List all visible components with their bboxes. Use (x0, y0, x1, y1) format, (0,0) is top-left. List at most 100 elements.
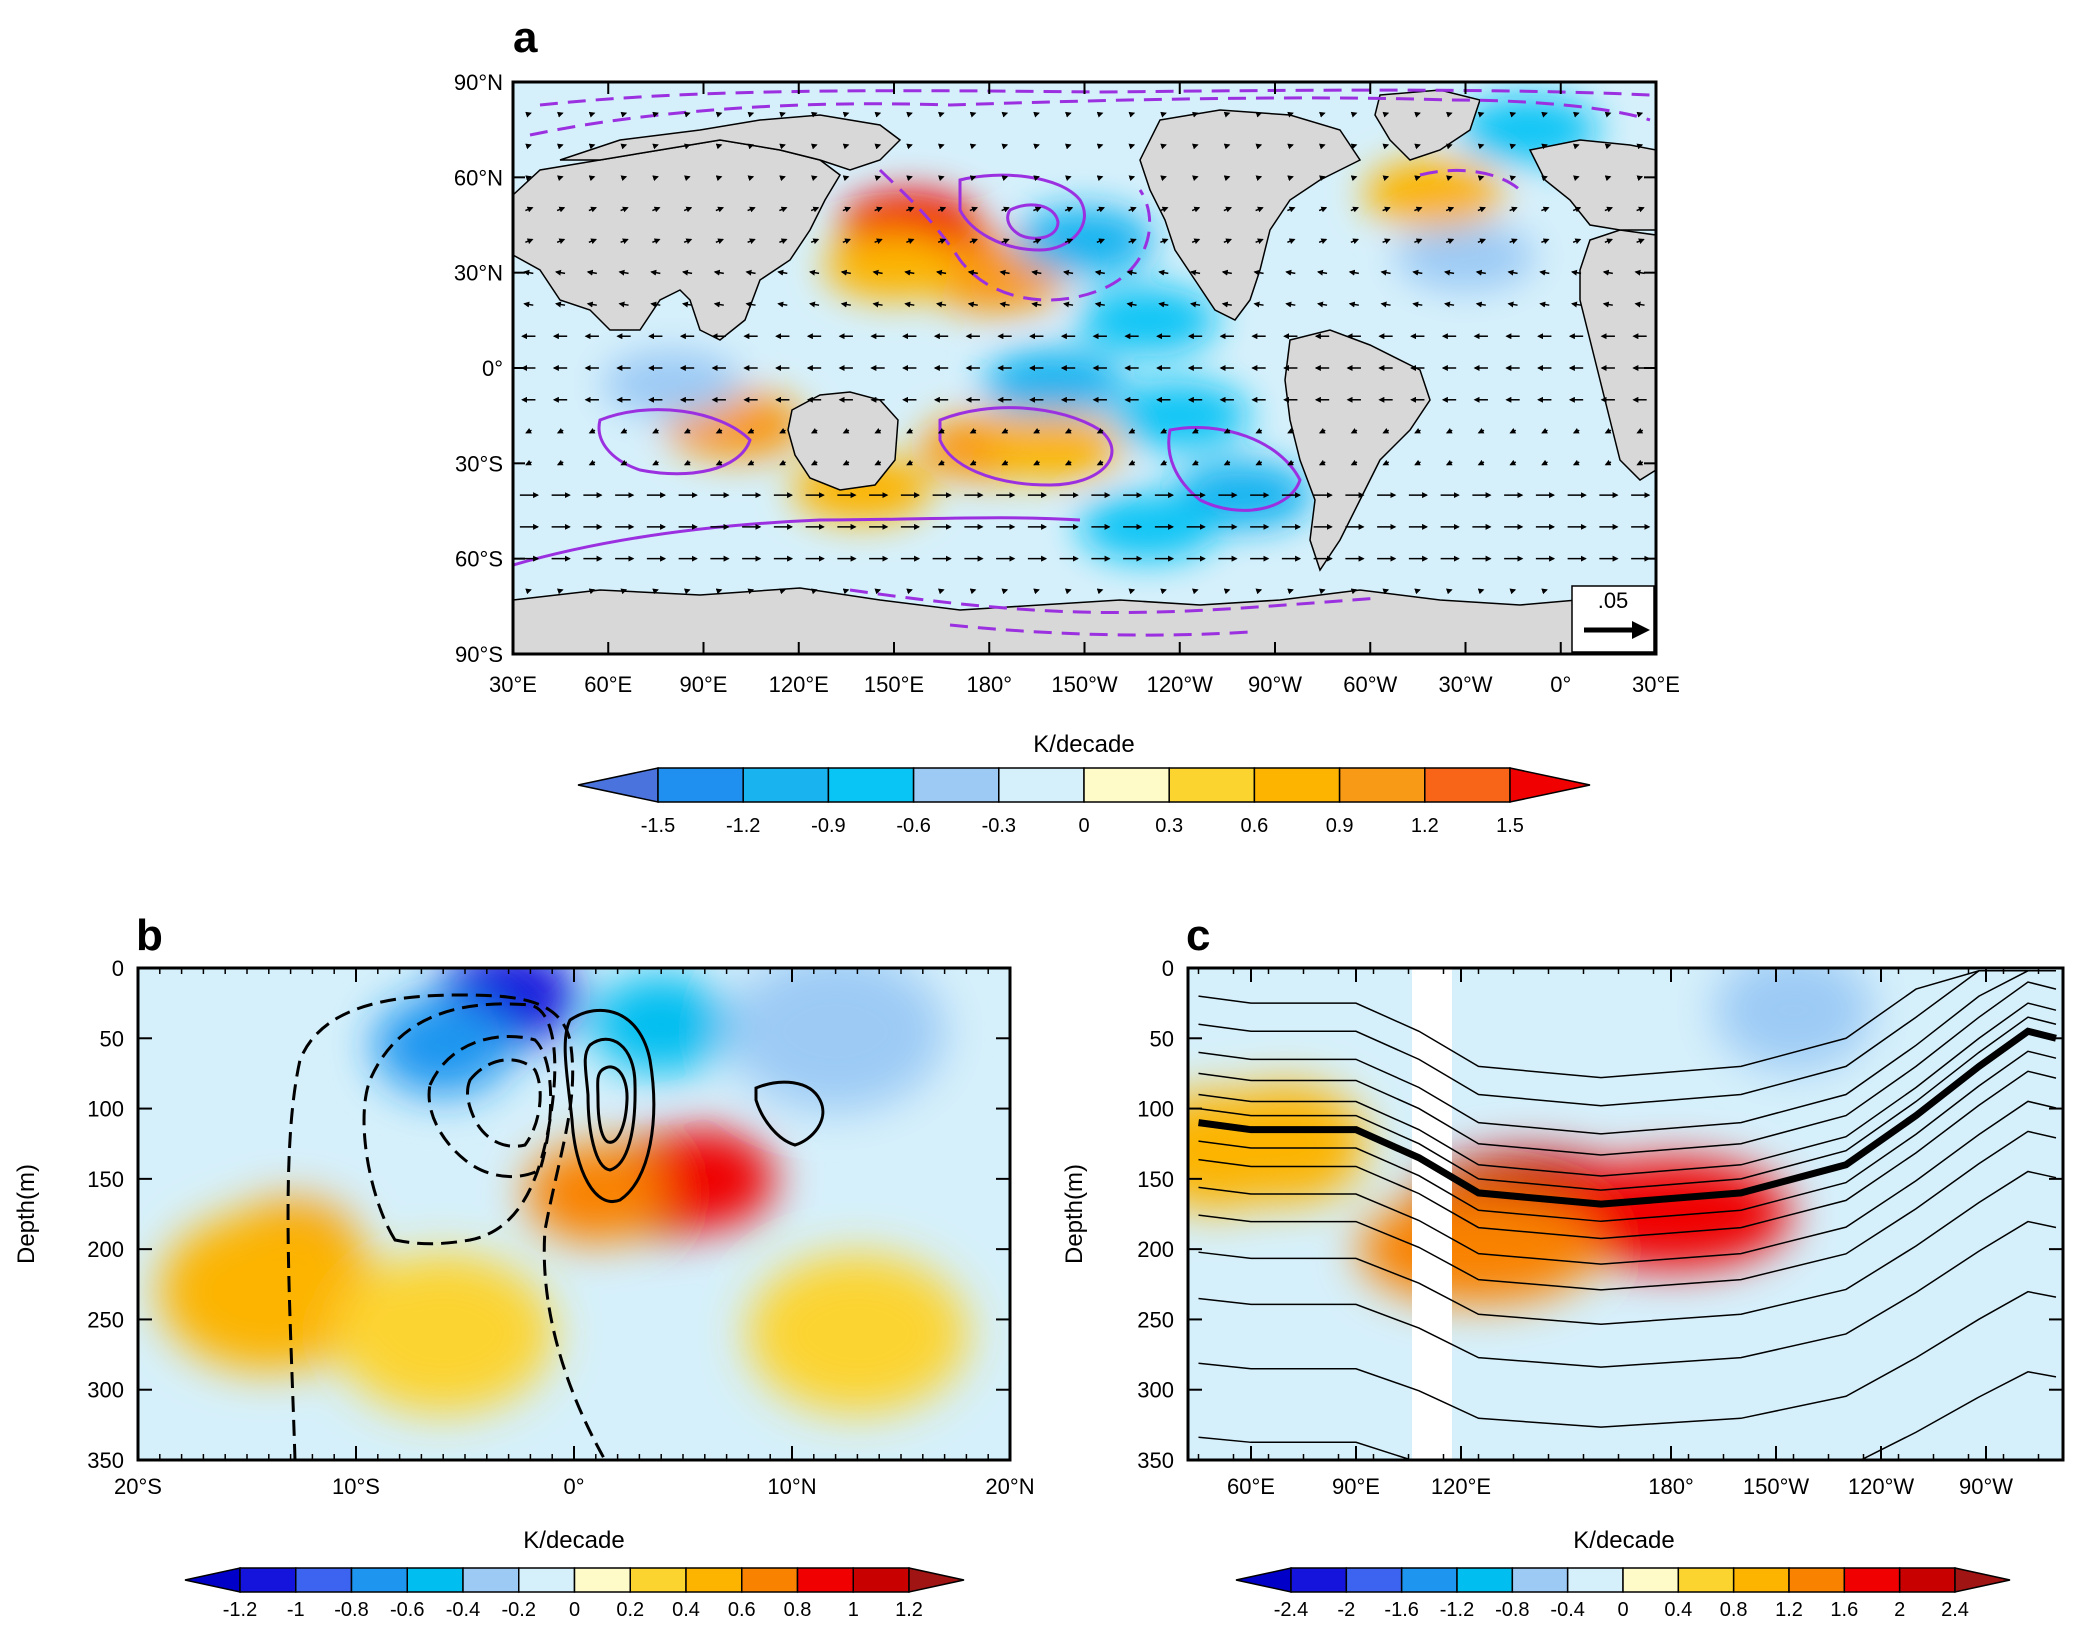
wind-vector (1190, 269, 1201, 276)
colorbar-tick-label: -0.6 (896, 815, 930, 837)
contour-b-negative-2 (362, 1002, 557, 1246)
panel-a-colorbar: -1.5 -1.2 -0.9 -0.6 -0.3 0 0.3 0.6 0.9 1.2 1.5 (577, 767, 1591, 837)
wind-vector (874, 111, 882, 118)
wind-vector (1634, 269, 1645, 276)
wind-vector (874, 459, 882, 466)
wind-vector (1414, 111, 1421, 118)
wind-vector (1509, 588, 1517, 595)
wind-vector (1541, 428, 1548, 434)
wind-vector (1128, 459, 1136, 466)
wind-vector (969, 428, 977, 434)
colorbar-box (1338, 767, 1426, 803)
wind-vector (715, 588, 723, 595)
wind-vector (1414, 206, 1423, 213)
wind-vector (1094, 269, 1105, 276)
contour-southeast-pacific (1167, 425, 1302, 512)
colorbar-box (685, 1567, 743, 1593)
wind-vector (555, 269, 566, 276)
wind-vector (1191, 238, 1201, 245)
wind-vector (842, 206, 851, 213)
wind-vector (1350, 459, 1358, 466)
wind-vector (1158, 301, 1169, 308)
wind-vector (1285, 269, 1296, 276)
wind-vector (620, 175, 628, 182)
wind-vector (1636, 459, 1644, 466)
wind-vector (1096, 206, 1105, 213)
colorbar-box (1083, 767, 1170, 803)
wind-vector (842, 143, 850, 150)
wind-vector (556, 143, 564, 150)
contour-b-negative-4 (466, 1058, 542, 1148)
colorbar-high-arrow (1509, 767, 1591, 803)
trend-blob (333, 1253, 554, 1414)
contour-arctic-negative (529, 96, 1651, 137)
wind-vector (1191, 143, 1199, 150)
wind-vector (777, 269, 788, 276)
colorbar-tick-label: 0 (1617, 1599, 1628, 1621)
wind-vector (1126, 301, 1137, 308)
wind-vector (1509, 111, 1517, 118)
wind-vector (1572, 143, 1580, 150)
trend-blob (1395, 222, 1536, 291)
wind-vector (1318, 459, 1326, 466)
panel-c-ticks: 60°E 90°E 120°E 180° 150°W 120°W 90°W 0 50 100 150… (1137, 956, 2063, 1499)
contour-b-positive-4 (754, 1080, 825, 1147)
contour-southern-ocean (513, 516, 1081, 567)
wind-vector (525, 588, 532, 595)
wind-vector (1477, 143, 1485, 150)
wind-vector (1572, 175, 1580, 182)
colorbar-box (1253, 767, 1341, 803)
wind-vector (936, 269, 947, 276)
contour-atlantic-negative (1419, 168, 1522, 192)
wind-vector (842, 428, 850, 434)
wind-vector (969, 588, 977, 595)
wind-vector (1223, 111, 1231, 118)
wind-vector (556, 206, 566, 213)
wind-vector (810, 175, 818, 182)
wind-vector (1253, 301, 1264, 308)
wind-vector (1223, 588, 1231, 595)
colorbar-tick-label: -0.9 (811, 815, 845, 837)
colorbar-tick-label: -1.6 (1384, 1599, 1418, 1621)
wind-vector (937, 143, 945, 150)
wind-vector (1064, 459, 1072, 466)
x-tick-label: 60°E (584, 672, 632, 697)
y-tick-label: 90°N (454, 70, 503, 95)
colorbar-tick-label: -0.8 (1495, 1599, 1529, 1621)
wind-vector (1031, 301, 1042, 308)
wind-vector (1509, 459, 1517, 466)
wind-vector (1096, 238, 1105, 245)
contour-antarctic-negative (849, 588, 1381, 615)
panel-c-isotherms (1198, 970, 2057, 1460)
panel-letter-b: b (136, 911, 163, 960)
wind-vector (842, 459, 850, 466)
wind-vector (683, 206, 693, 213)
wind-vector (1128, 143, 1136, 150)
wind-vector (872, 269, 883, 276)
contour-b-negative-outer (286, 993, 607, 1460)
wind-vector (810, 459, 818, 466)
wind-vector (906, 588, 913, 595)
contour-south-pacific-positive (938, 406, 1114, 487)
trend-blob (1014, 206, 1155, 275)
wind-vector (1001, 428, 1009, 434)
colorbar-box (741, 1567, 799, 1593)
wind-vector (1001, 206, 1010, 213)
x-tick-label: 90°E (1332, 1474, 1380, 1499)
wind-vector (556, 428, 564, 434)
colorbar-tick-label: -0.8 (334, 1599, 368, 1621)
wind-vector (1064, 428, 1072, 434)
wind-vector (1539, 301, 1550, 308)
wind-vector (525, 238, 534, 245)
wind-vector (874, 428, 882, 434)
colorbar-tick-label: -1.2 (726, 815, 760, 837)
wind-vector (683, 175, 691, 182)
wind-vector (652, 459, 659, 466)
wind-vector (1414, 238, 1423, 245)
wind-vector (1063, 269, 1074, 276)
wind-vector (937, 459, 945, 466)
colorbar-box (796, 1567, 854, 1593)
wind-vector (1636, 206, 1645, 213)
trend-blob (982, 413, 1123, 482)
